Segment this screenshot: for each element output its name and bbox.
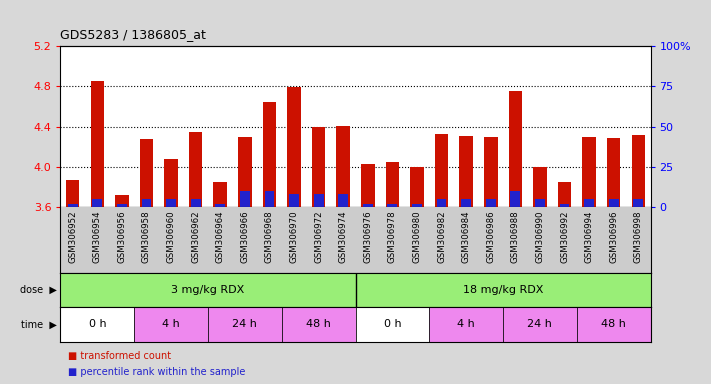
Bar — [314, 194, 324, 207]
Text: 0 h: 0 h — [88, 319, 106, 329]
Bar — [90, 81, 104, 207]
Bar — [115, 195, 129, 207]
Bar — [164, 159, 178, 207]
Text: 4 h: 4 h — [457, 319, 475, 329]
Text: GSM306978: GSM306978 — [388, 210, 397, 263]
Bar — [282, 307, 356, 342]
Bar — [215, 204, 225, 207]
Text: time  ▶: time ▶ — [21, 319, 57, 329]
Text: dose  ▶: dose ▶ — [20, 285, 57, 295]
Bar — [356, 307, 429, 342]
Bar — [264, 191, 274, 207]
Bar — [533, 167, 547, 207]
Bar — [363, 204, 373, 207]
Bar — [385, 162, 399, 207]
Bar — [631, 135, 645, 207]
Bar — [584, 199, 594, 207]
Bar — [609, 199, 619, 207]
Bar — [287, 88, 301, 207]
Text: 48 h: 48 h — [306, 319, 331, 329]
Text: ■ percentile rank within the sample: ■ percentile rank within the sample — [68, 367, 245, 377]
Bar — [510, 191, 520, 207]
Text: GDS5283 / 1386805_at: GDS5283 / 1386805_at — [60, 28, 206, 41]
Text: GSM306994: GSM306994 — [584, 210, 594, 263]
Bar — [435, 134, 449, 207]
Bar — [60, 307, 134, 342]
Bar — [634, 199, 643, 207]
Text: 3 mg/kg RDX: 3 mg/kg RDX — [171, 285, 245, 295]
Bar — [437, 199, 447, 207]
Text: GSM306970: GSM306970 — [289, 210, 299, 263]
Text: GSM306992: GSM306992 — [560, 210, 569, 263]
Text: GSM306964: GSM306964 — [215, 210, 225, 263]
Bar — [66, 180, 80, 207]
Text: 48 h: 48 h — [602, 319, 626, 329]
Bar — [336, 126, 350, 207]
Bar — [535, 199, 545, 207]
Bar — [262, 101, 276, 207]
Bar — [484, 137, 498, 207]
Bar — [508, 91, 522, 207]
Text: GSM306996: GSM306996 — [609, 210, 618, 263]
Bar — [461, 199, 471, 207]
Bar — [577, 307, 651, 342]
Text: 18 mg/kg RDX: 18 mg/kg RDX — [463, 285, 543, 295]
Bar — [134, 307, 208, 342]
Text: GSM306972: GSM306972 — [314, 210, 323, 263]
Bar — [240, 191, 250, 207]
Text: 0 h: 0 h — [383, 319, 401, 329]
Bar — [289, 194, 299, 207]
Bar — [429, 307, 503, 342]
Bar — [213, 182, 227, 207]
Text: GSM306952: GSM306952 — [68, 210, 77, 263]
Bar — [140, 139, 154, 207]
Text: 4 h: 4 h — [162, 319, 180, 329]
Text: GSM306988: GSM306988 — [510, 210, 520, 263]
Bar — [361, 164, 375, 207]
Bar — [486, 199, 496, 207]
Text: GSM306968: GSM306968 — [265, 210, 274, 263]
Bar — [560, 204, 570, 207]
Text: GSM306958: GSM306958 — [142, 210, 151, 263]
Bar — [92, 199, 102, 207]
Text: GSM306984: GSM306984 — [461, 210, 471, 263]
Text: GSM306976: GSM306976 — [363, 210, 373, 263]
Bar — [412, 204, 422, 207]
Text: ■ transformed count: ■ transformed count — [68, 351, 171, 361]
Bar — [166, 199, 176, 207]
Text: 24 h: 24 h — [232, 319, 257, 329]
Bar — [208, 307, 282, 342]
Bar — [607, 138, 621, 207]
Text: 24 h: 24 h — [528, 319, 552, 329]
Bar — [238, 137, 252, 207]
Bar — [387, 204, 397, 207]
Bar — [191, 199, 201, 207]
Bar — [582, 137, 596, 207]
Bar — [141, 199, 151, 207]
Bar — [189, 132, 203, 207]
Text: GSM306962: GSM306962 — [191, 210, 201, 263]
Text: GSM306998: GSM306998 — [634, 210, 643, 263]
Text: GSM306982: GSM306982 — [437, 210, 446, 263]
Text: GSM306960: GSM306960 — [166, 210, 176, 263]
Text: GSM306966: GSM306966 — [240, 210, 250, 263]
Text: GSM306974: GSM306974 — [338, 210, 348, 263]
Text: GSM306986: GSM306986 — [486, 210, 496, 263]
Text: GSM306956: GSM306956 — [117, 210, 127, 263]
Bar — [459, 136, 473, 207]
Bar — [503, 307, 577, 342]
Bar — [410, 167, 424, 207]
Bar — [312, 127, 326, 207]
Text: GSM306990: GSM306990 — [535, 210, 545, 263]
Bar — [117, 204, 127, 207]
Bar — [338, 194, 348, 207]
Bar — [557, 182, 571, 207]
Text: GSM306980: GSM306980 — [412, 210, 422, 263]
Bar — [68, 204, 77, 207]
Text: GSM306954: GSM306954 — [93, 210, 102, 263]
